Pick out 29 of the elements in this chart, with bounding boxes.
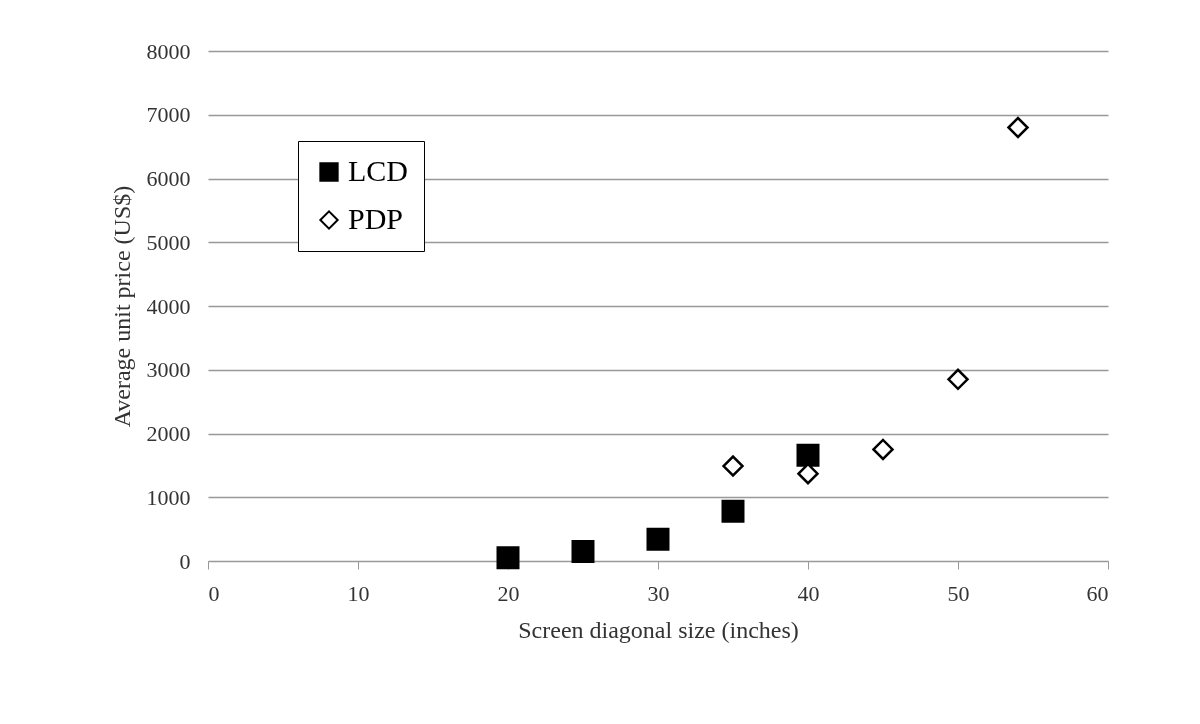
x-tick-label: 0 bbox=[208, 580, 220, 606]
x-tick-label: 60 bbox=[1086, 580, 1109, 606]
x-tick-label: 30 bbox=[647, 580, 670, 606]
y-tick-label: 4000 bbox=[146, 293, 191, 319]
y-tick-label: 8000 bbox=[146, 38, 191, 64]
point bbox=[1007, 116, 1029, 139]
point bbox=[721, 499, 745, 523]
point bbox=[496, 546, 520, 570]
point bbox=[646, 527, 670, 551]
y-tick-label: 2000 bbox=[146, 421, 191, 446]
legend-label: PDP bbox=[348, 202, 404, 235]
y-tick-label: 5000 bbox=[146, 229, 191, 255]
x-axis-title: Screen diagonal size (inches) bbox=[518, 616, 799, 643]
x-tick-label: 20 bbox=[497, 580, 520, 606]
point bbox=[872, 438, 894, 461]
legend-label: LCD bbox=[348, 154, 408, 187]
y-tick-label: 7000 bbox=[146, 102, 191, 128]
y-axis-title: Average unit price (US$) bbox=[108, 185, 135, 428]
x-tick-label: 50 bbox=[947, 580, 970, 606]
y-tick-label: 6000 bbox=[146, 166, 191, 191]
point bbox=[571, 539, 595, 563]
point bbox=[947, 368, 969, 391]
y-tick-label: 0 bbox=[179, 548, 191, 574]
x-tick-label: 40 bbox=[797, 580, 820, 606]
x-tick-label: 10 bbox=[347, 580, 370, 606]
y-tick-label: 3000 bbox=[146, 357, 191, 383]
point bbox=[722, 455, 744, 477]
y-tick-label: 1000 bbox=[146, 484, 191, 510]
point bbox=[796, 443, 820, 467]
